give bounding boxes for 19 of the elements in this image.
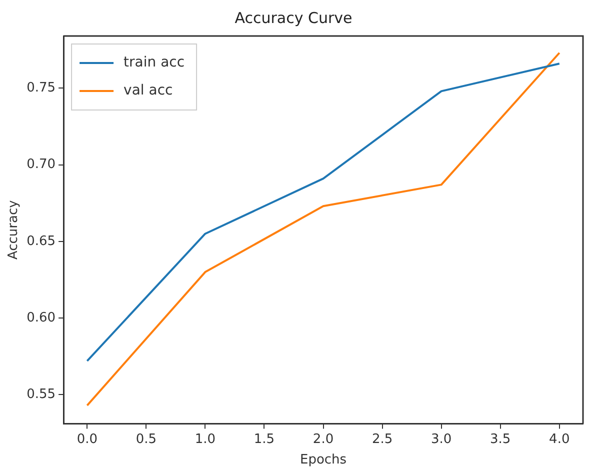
y-tick-label: 0.70 [26,157,56,172]
x-tick-label: 0.5 [136,432,157,447]
x-tick-label: 3.5 [490,432,511,447]
y-tick-label: 0.55 [26,387,56,402]
y-tick-label: 0.75 [26,80,56,96]
y-tick-label: 0.65 [26,234,56,249]
x-tick-label: 2.0 [312,432,334,447]
legend-label: train acc [124,54,185,71]
y-axis-title: Accuracy [6,200,22,260]
x-axis-title: Epochs [300,452,347,468]
x-tick-label: 2.5 [372,432,393,447]
y-tick-label: 0.60 [26,310,56,326]
x-tick-label: 1.5 [254,432,275,447]
x-tick-label: 1.0 [194,432,216,447]
legend-label: val acc [124,82,173,99]
x-tick-label: 3.0 [430,432,452,447]
chart-title: Accuracy Curve [234,8,352,27]
x-tick-label: 0.0 [76,432,98,447]
x-tick-label: 4.0 [549,432,570,447]
